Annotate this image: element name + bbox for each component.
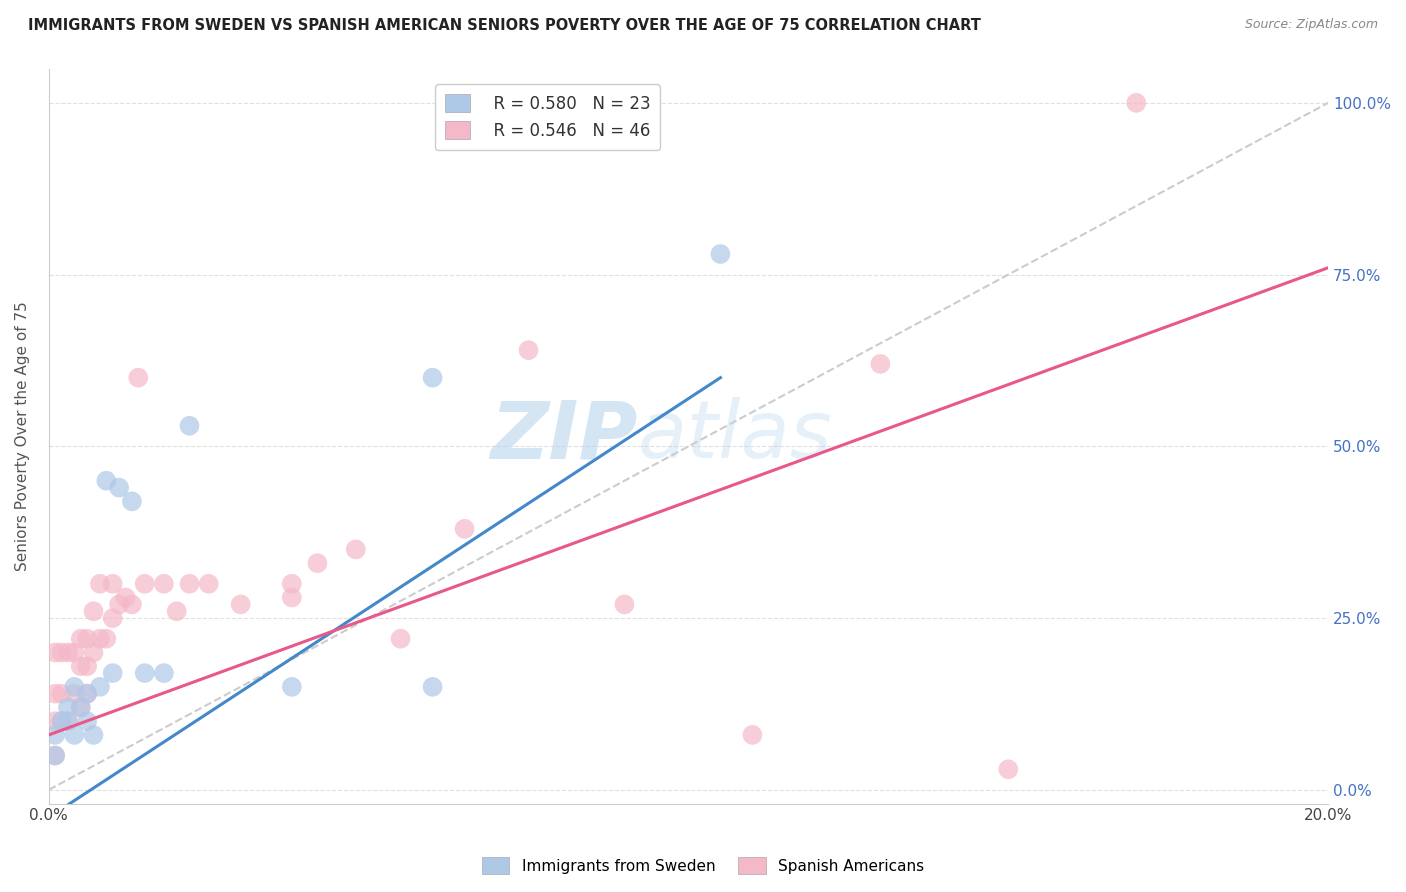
Point <box>44 714 66 728</box>
Point <box>101 576 124 591</box>
Point <box>44 687 66 701</box>
Point <box>69 700 91 714</box>
Point <box>51 714 73 728</box>
Point <box>83 728 105 742</box>
Point <box>101 611 124 625</box>
Point <box>153 666 176 681</box>
Point <box>453 522 475 536</box>
Point <box>56 714 79 728</box>
Point <box>709 247 731 261</box>
Point <box>114 591 136 605</box>
Point <box>1125 95 1147 110</box>
Point <box>517 343 540 358</box>
Point <box>134 576 156 591</box>
Point <box>96 474 118 488</box>
Text: atlas: atlas <box>637 397 832 475</box>
Point <box>134 666 156 681</box>
Point <box>56 714 79 728</box>
Point <box>63 680 86 694</box>
Point <box>108 598 131 612</box>
Legend: Immigrants from Sweden, Spanish Americans: Immigrants from Sweden, Spanish American… <box>475 851 931 880</box>
Text: IMMIGRANTS FROM SWEDEN VS SPANISH AMERICAN SENIORS POVERTY OVER THE AGE OF 75 CO: IMMIGRANTS FROM SWEDEN VS SPANISH AMERIC… <box>28 18 981 33</box>
Point <box>76 687 98 701</box>
Point <box>69 659 91 673</box>
Point <box>63 645 86 659</box>
Point <box>127 370 149 384</box>
Y-axis label: Seniors Poverty Over the Age of 75: Seniors Poverty Over the Age of 75 <box>15 301 30 571</box>
Point <box>69 700 91 714</box>
Point <box>83 645 105 659</box>
Point <box>51 645 73 659</box>
Point <box>63 687 86 701</box>
Text: Source: ZipAtlas.com: Source: ZipAtlas.com <box>1244 18 1378 31</box>
Legend:   R = 0.580   N = 23,   R = 0.546   N = 46: R = 0.580 N = 23, R = 0.546 N = 46 <box>434 84 661 150</box>
Point <box>63 728 86 742</box>
Point <box>307 556 329 570</box>
Point <box>96 632 118 646</box>
Point <box>997 762 1019 776</box>
Point <box>613 598 636 612</box>
Point <box>44 748 66 763</box>
Point <box>153 576 176 591</box>
Point <box>44 748 66 763</box>
Point <box>76 632 98 646</box>
Point <box>869 357 891 371</box>
Point <box>89 680 111 694</box>
Point <box>51 714 73 728</box>
Text: ZIP: ZIP <box>489 397 637 475</box>
Point <box>56 700 79 714</box>
Point <box>44 645 66 659</box>
Point <box>76 687 98 701</box>
Point <box>44 728 66 742</box>
Point <box>389 632 412 646</box>
Point <box>121 598 143 612</box>
Point <box>741 728 763 742</box>
Point <box>229 598 252 612</box>
Point <box>101 666 124 681</box>
Point <box>281 680 304 694</box>
Point <box>281 576 304 591</box>
Point <box>76 659 98 673</box>
Point <box>89 632 111 646</box>
Point <box>344 542 367 557</box>
Point <box>422 680 444 694</box>
Point <box>56 645 79 659</box>
Point <box>121 494 143 508</box>
Point <box>166 604 188 618</box>
Point <box>281 591 304 605</box>
Point <box>179 576 201 591</box>
Point <box>69 632 91 646</box>
Point <box>108 481 131 495</box>
Point <box>422 370 444 384</box>
Point <box>179 418 201 433</box>
Point <box>51 687 73 701</box>
Point <box>76 714 98 728</box>
Point <box>197 576 219 591</box>
Point <box>89 576 111 591</box>
Point <box>83 604 105 618</box>
